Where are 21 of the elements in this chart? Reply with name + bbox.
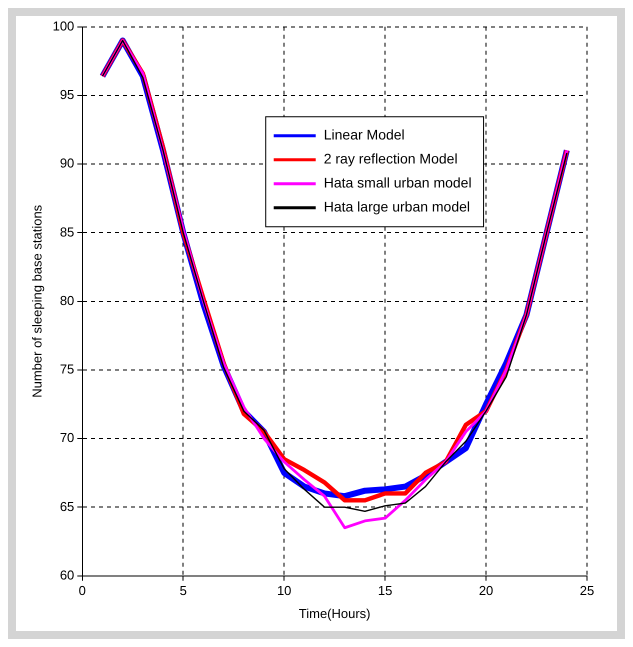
x-tick-label: 20 — [478, 583, 494, 598]
legend-label: Hata small urban model — [324, 174, 472, 191]
x-tick-label: 0 — [78, 583, 86, 598]
y-tick-label: 95 — [60, 87, 74, 102]
x-tick-label: 25 — [580, 583, 594, 598]
x-tick-label: 15 — [378, 583, 392, 598]
y-tick-label: 60 — [60, 567, 74, 582]
y-axis-title: Number of sleeping base stations — [29, 204, 44, 398]
y-tick-label: 70 — [60, 430, 74, 446]
legend-label: Hata large urban model — [324, 198, 470, 215]
y-tick-label: 65 — [60, 498, 74, 514]
y-tick-label: 75 — [60, 362, 74, 377]
x-axis-title: Time(Hours) — [298, 606, 371, 621]
x-tick-label: 5 — [180, 583, 187, 598]
y-tick-label: 85 — [60, 224, 74, 240]
y-tick-label: 80 — [60, 292, 74, 308]
legend-label: 2 ray reflection Model — [324, 150, 458, 167]
y-tick-label: 100 — [52, 18, 74, 34]
x-tick-label: 10 — [276, 583, 292, 598]
legend-label: Linear Model — [324, 126, 405, 143]
y-tick-label: 90 — [60, 156, 74, 171]
